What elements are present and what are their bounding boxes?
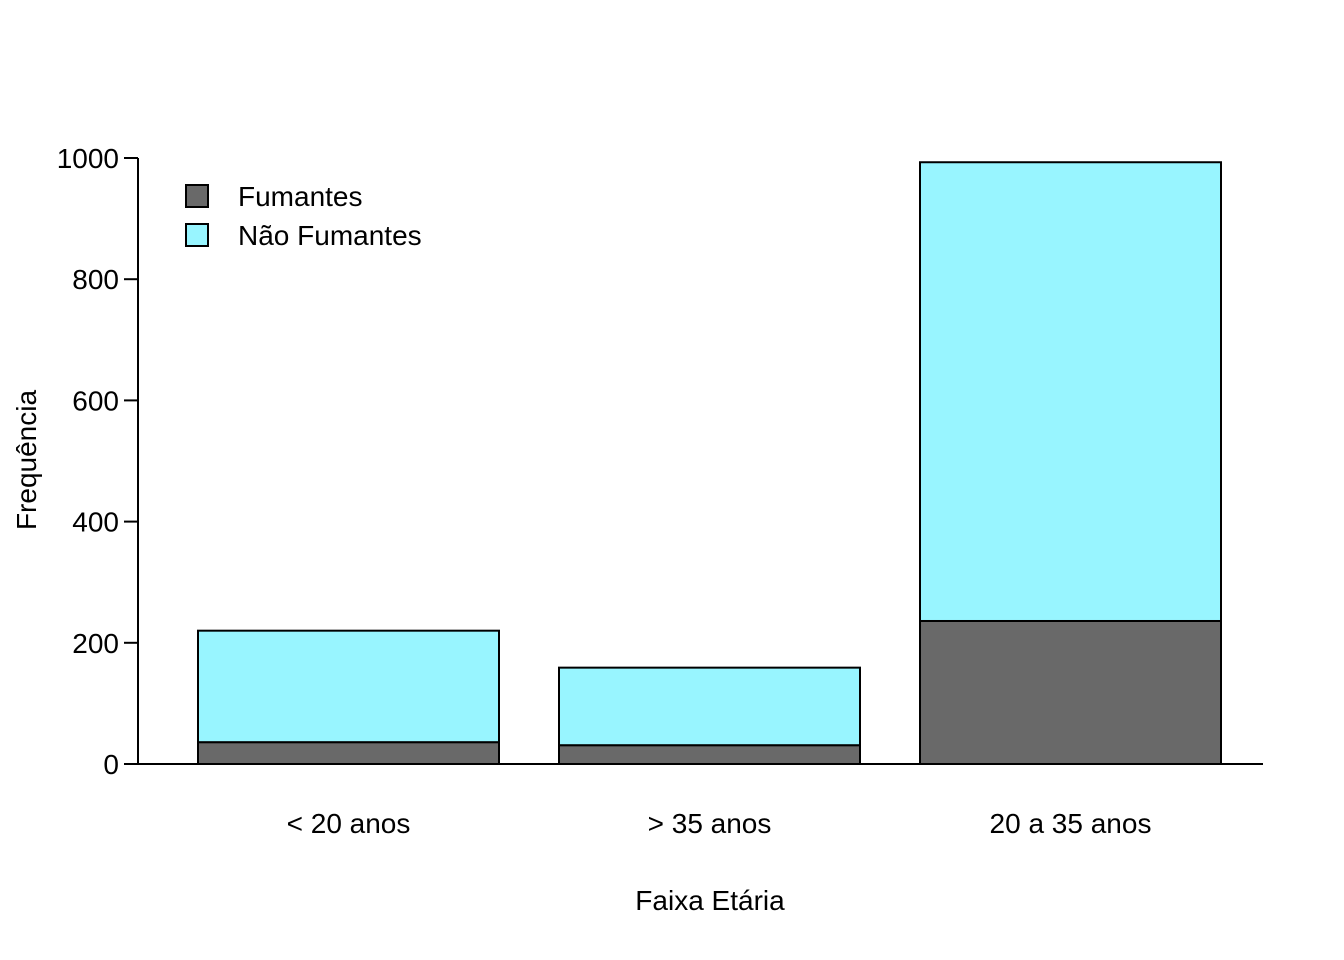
y-axis: 0 200 400 600 800 1000: [57, 143, 139, 780]
y-axis-label: Frequência: [11, 390, 42, 531]
y-tick-label-200: 200: [72, 628, 119, 659]
bar-segment-fumantes-1: [558, 744, 861, 765]
bar-segment-nao-fumantes-1: [558, 666, 861, 747]
bar-segment-fumantes-0: [197, 741, 500, 766]
bars-group: [197, 161, 1222, 766]
bar-segment-nao-fumantes-0: [197, 629, 500, 744]
y-tick-label-1000: 1000: [57, 143, 119, 174]
legend-swatch-1: [185, 223, 209, 247]
legend-label-1: Não Fumantes: [238, 220, 422, 251]
x-tick-label-0: < 20 anos: [287, 808, 411, 839]
x-axis-label: Faixa Etária: [635, 885, 785, 916]
legend-swatch-0: [185, 184, 209, 208]
legend: Fumantes Não Fumantes: [185, 181, 422, 251]
y-tick-label-400: 400: [72, 507, 119, 538]
legend-label-0: Fumantes: [238, 181, 363, 212]
y-tick-label-800: 800: [72, 264, 119, 295]
x-tick-label-1: > 35 anos: [648, 808, 772, 839]
x-tick-label-2: 20 a 35 anos: [990, 808, 1152, 839]
y-tick-label-0: 0: [103, 749, 119, 780]
bar-segment-fumantes-2: [919, 619, 1222, 766]
x-axis: < 20 anos > 35 anos 20 a 35 anos: [138, 763, 1263, 839]
bar-segment-nao-fumantes-2: [919, 161, 1222, 622]
y-tick-label-600: 600: [72, 385, 119, 416]
